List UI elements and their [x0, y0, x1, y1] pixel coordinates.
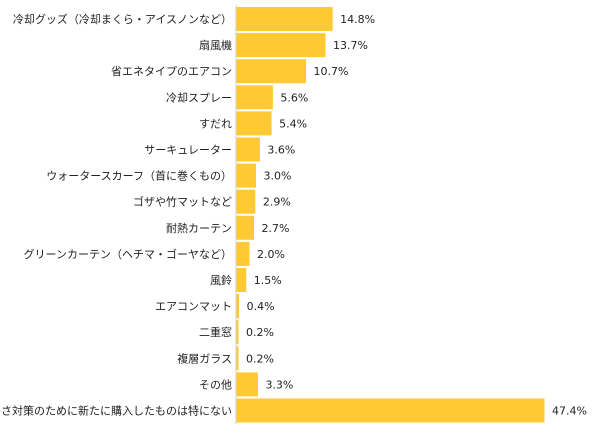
category-label: 二重窓	[199, 325, 232, 339]
value-label: 2.9%	[263, 196, 291, 209]
bars-layer	[236, 7, 545, 423]
bar	[236, 7, 333, 31]
category-label: 耐熱カーテン	[166, 222, 232, 235]
value-label: 3.0%	[263, 170, 291, 183]
bar	[236, 372, 258, 397]
category-label: 省エネタイプのエアコン	[111, 65, 232, 78]
category-label: すだれ	[199, 117, 232, 130]
category-label: 風鈴	[210, 273, 232, 287]
bar	[236, 215, 255, 240]
value-label: 0.2%	[246, 326, 274, 339]
category-label: その他	[199, 378, 232, 391]
bar	[236, 268, 247, 292]
value-label: 0.4%	[247, 300, 275, 313]
category-label: ゴザや竹マットなど	[133, 195, 232, 209]
value-label: 13.7%	[333, 39, 368, 52]
value-label: 47.4%	[552, 405, 587, 418]
category-label: 冷却グッズ（冷却まくら・アイスノンなど）	[13, 12, 232, 26]
category-label: 扇風機	[199, 38, 232, 52]
category-label: エアコンマット	[155, 300, 232, 313]
bar	[236, 241, 250, 266]
value-label: 5.4%	[279, 117, 307, 130]
bar	[236, 320, 239, 345]
bar	[236, 163, 256, 188]
value-label: 10.7%	[314, 65, 349, 78]
value-label: 1.5%	[254, 274, 282, 287]
category-label: 冷却スプレー	[166, 91, 232, 104]
bar	[236, 111, 272, 136]
bar	[236, 294, 240, 319]
labels-layer: 冷却グッズ（冷却まくら・アイスノンなど） 14.8% 扇風機 13.7% 省エネタイプの…	[0, 12, 587, 418]
bar	[236, 346, 239, 371]
value-label: 3.6%	[267, 144, 295, 157]
value-label: 2.0%	[257, 248, 285, 261]
category-label: グリーンカーテン（ヘチマ・ゴーヤなど）	[24, 247, 232, 261]
bar	[236, 398, 545, 423]
bar	[236, 33, 326, 58]
value-label: 5.6%	[280, 91, 308, 104]
category-label: サーキュレーター	[144, 144, 232, 157]
category-label: ウォータースカーフ（首に巻くもの）	[46, 169, 232, 183]
category-label: 複層ガラス	[177, 351, 232, 365]
bar	[236, 137, 260, 162]
category-label: 暑さ対策のために新たに購入したものは特にない	[0, 404, 232, 418]
bar	[236, 189, 256, 214]
bar	[236, 85, 273, 110]
value-label: 14.8%	[340, 13, 375, 26]
value-label: 3.3%	[265, 378, 293, 391]
value-label: 2.7%	[262, 222, 290, 235]
value-label: 0.2%	[246, 352, 274, 365]
bar	[236, 59, 307, 84]
